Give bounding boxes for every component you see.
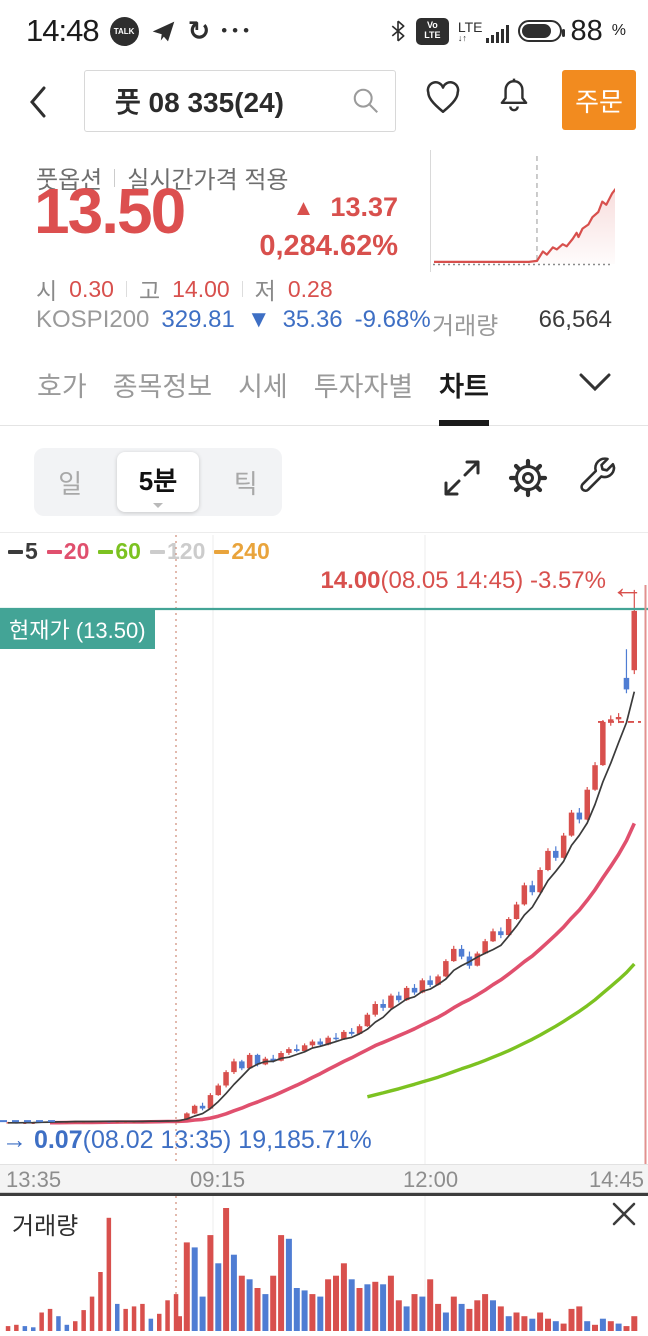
tools-wrench-icon[interactable] [576,456,620,500]
alerts-bell-button[interactable] [494,74,534,118]
high-value: 14.00 [172,275,230,302]
clock: 14:48 [26,13,100,48]
ma-line-swatch-icon [46,549,62,554]
volume-row: 거래량 66,564 [432,306,612,341]
volume-chart-panel[interactable] [0,1193,648,1332]
tab-item-4[interactable]: 차트 [439,356,489,426]
ma-line-swatch-icon [98,549,114,554]
instrument-type: 풋옵션 [36,167,103,194]
tab-item-3[interactable]: 투자자별 [313,372,414,402]
index-change: 35.36 [282,306,343,333]
ma-period-label: 120 [166,538,206,564]
period-dropdown-caret-icon [152,503,163,508]
up-triangle-icon: ▲ [292,194,315,220]
close-volume-panel-icon[interactable] [610,1200,638,1228]
volume-value: 66,564 [538,306,612,333]
battery-percent: 88 [570,14,603,47]
time-tick: 09:15 [190,1167,246,1192]
open-high-low-row: 시 0.30 고 14.00 저 0.28 [36,275,333,305]
period-low-annotation: → 0.07(08.02 13:35) 19,185.71% [2,1126,372,1154]
back-button[interactable] [24,82,52,122]
bluetooth-icon [391,20,405,42]
down-triangle-icon: ▼ [246,306,271,333]
ma-legend-item: 120 [149,538,206,565]
ma-line-swatch-icon [8,549,23,554]
expand-tabs-chevron-icon[interactable] [578,372,612,394]
open-value: 0.30 [69,275,114,302]
ma-period-label: 240 [231,538,270,564]
current-price: 13.50 [34,175,186,247]
high-arrow-icon: ← [611,568,644,605]
ma-line-swatch-icon [149,549,165,554]
index-name: KOSPI200 [36,306,150,333]
time-tick: 12:00 [403,1167,459,1192]
change-percent: 0,284.62% [259,230,398,262]
divider [114,168,116,187]
period-selector: 일 5분 틱 [34,448,282,516]
ma-line-swatch-icon [214,549,230,554]
telegram-notification-icon [152,21,174,41]
intraday-sparkline [430,150,633,272]
ma-legend: 5 20 60 120 240 [8,538,270,565]
low-arrow-icon: → [2,1126,27,1154]
battery-icon [517,20,565,42]
order-button[interactable]: 주문 [562,70,636,130]
tab-bar: 호가 종목정보 시세 투자자별 차트 [0,356,648,426]
day-high-annotation: 14.00(08.05 14:45) -3.57% [320,567,606,594]
sync-notification-icon: ↻ [187,15,211,46]
kakaotalk-notification-icon: TALK [109,16,139,46]
current-price-tag: 현재가 (13.50) [0,610,155,649]
signal-bars-icon [485,24,509,43]
tab-item-1[interactable]: 종목정보 [112,372,213,402]
period-option-0[interactable]: 일 [58,468,83,499]
settings-gear-icon[interactable] [506,456,550,500]
candlestick-chart[interactable] [0,532,648,1165]
status-bar: 14:48 TALK ↻ ••• Vo LTE LTE ↓↑ 88 % [26,13,626,48]
fullscreen-expand-icon[interactable] [440,456,484,500]
ma-legend-item: 60 [98,538,141,565]
ma-legend-item: 5 [8,538,38,565]
change-value: 13.37 [330,192,398,222]
realtime-price-label: 실시간가격 적용 [127,167,289,194]
volume-label: 거래량 [432,313,499,340]
volte-icon: Vo LTE [415,17,449,45]
ma-legend-item: 240 [214,538,270,565]
ma-period-label: 60 [115,538,141,564]
period-option-2[interactable]: 틱 [233,468,258,499]
symbol-search-input[interactable] [113,84,347,118]
cellular-signal-icon: LTE ↓↑ [458,20,509,43]
time-axis: 13:35 09:15 12:00 14:45 [0,1164,648,1193]
index-percent: -9.68% [354,306,431,333]
index-value: 329.81 [161,306,235,333]
favorite-button[interactable] [422,76,464,116]
tab-item-2[interactable]: 시세 [238,372,288,402]
ma-legend-item: 20 [46,538,90,565]
search-icon[interactable] [351,86,381,116]
time-tick: 13:35 [6,1167,62,1192]
ma-period-label: 5 [25,538,38,564]
tab-item-0[interactable]: 호가 [37,372,87,402]
instrument-type-row: 풋옵션 실시간가격 적용 [36,160,288,195]
volume-panel-title: 거래량 [12,1213,79,1240]
time-tick: 14:45 [588,1167,644,1192]
symbol-search-box[interactable] [84,70,396,132]
price-change-block: ▲ 13.37 0,284.62% [259,192,398,263]
more-notifications-icon: ••• [221,21,255,40]
index-row: KOSPI200 329.81 ▼ 35.36 -9.68% [36,306,431,334]
ma-period-label: 20 [63,538,90,564]
period-option-1[interactable]: 5분 [116,452,200,512]
low-value: 0.28 [287,275,333,302]
